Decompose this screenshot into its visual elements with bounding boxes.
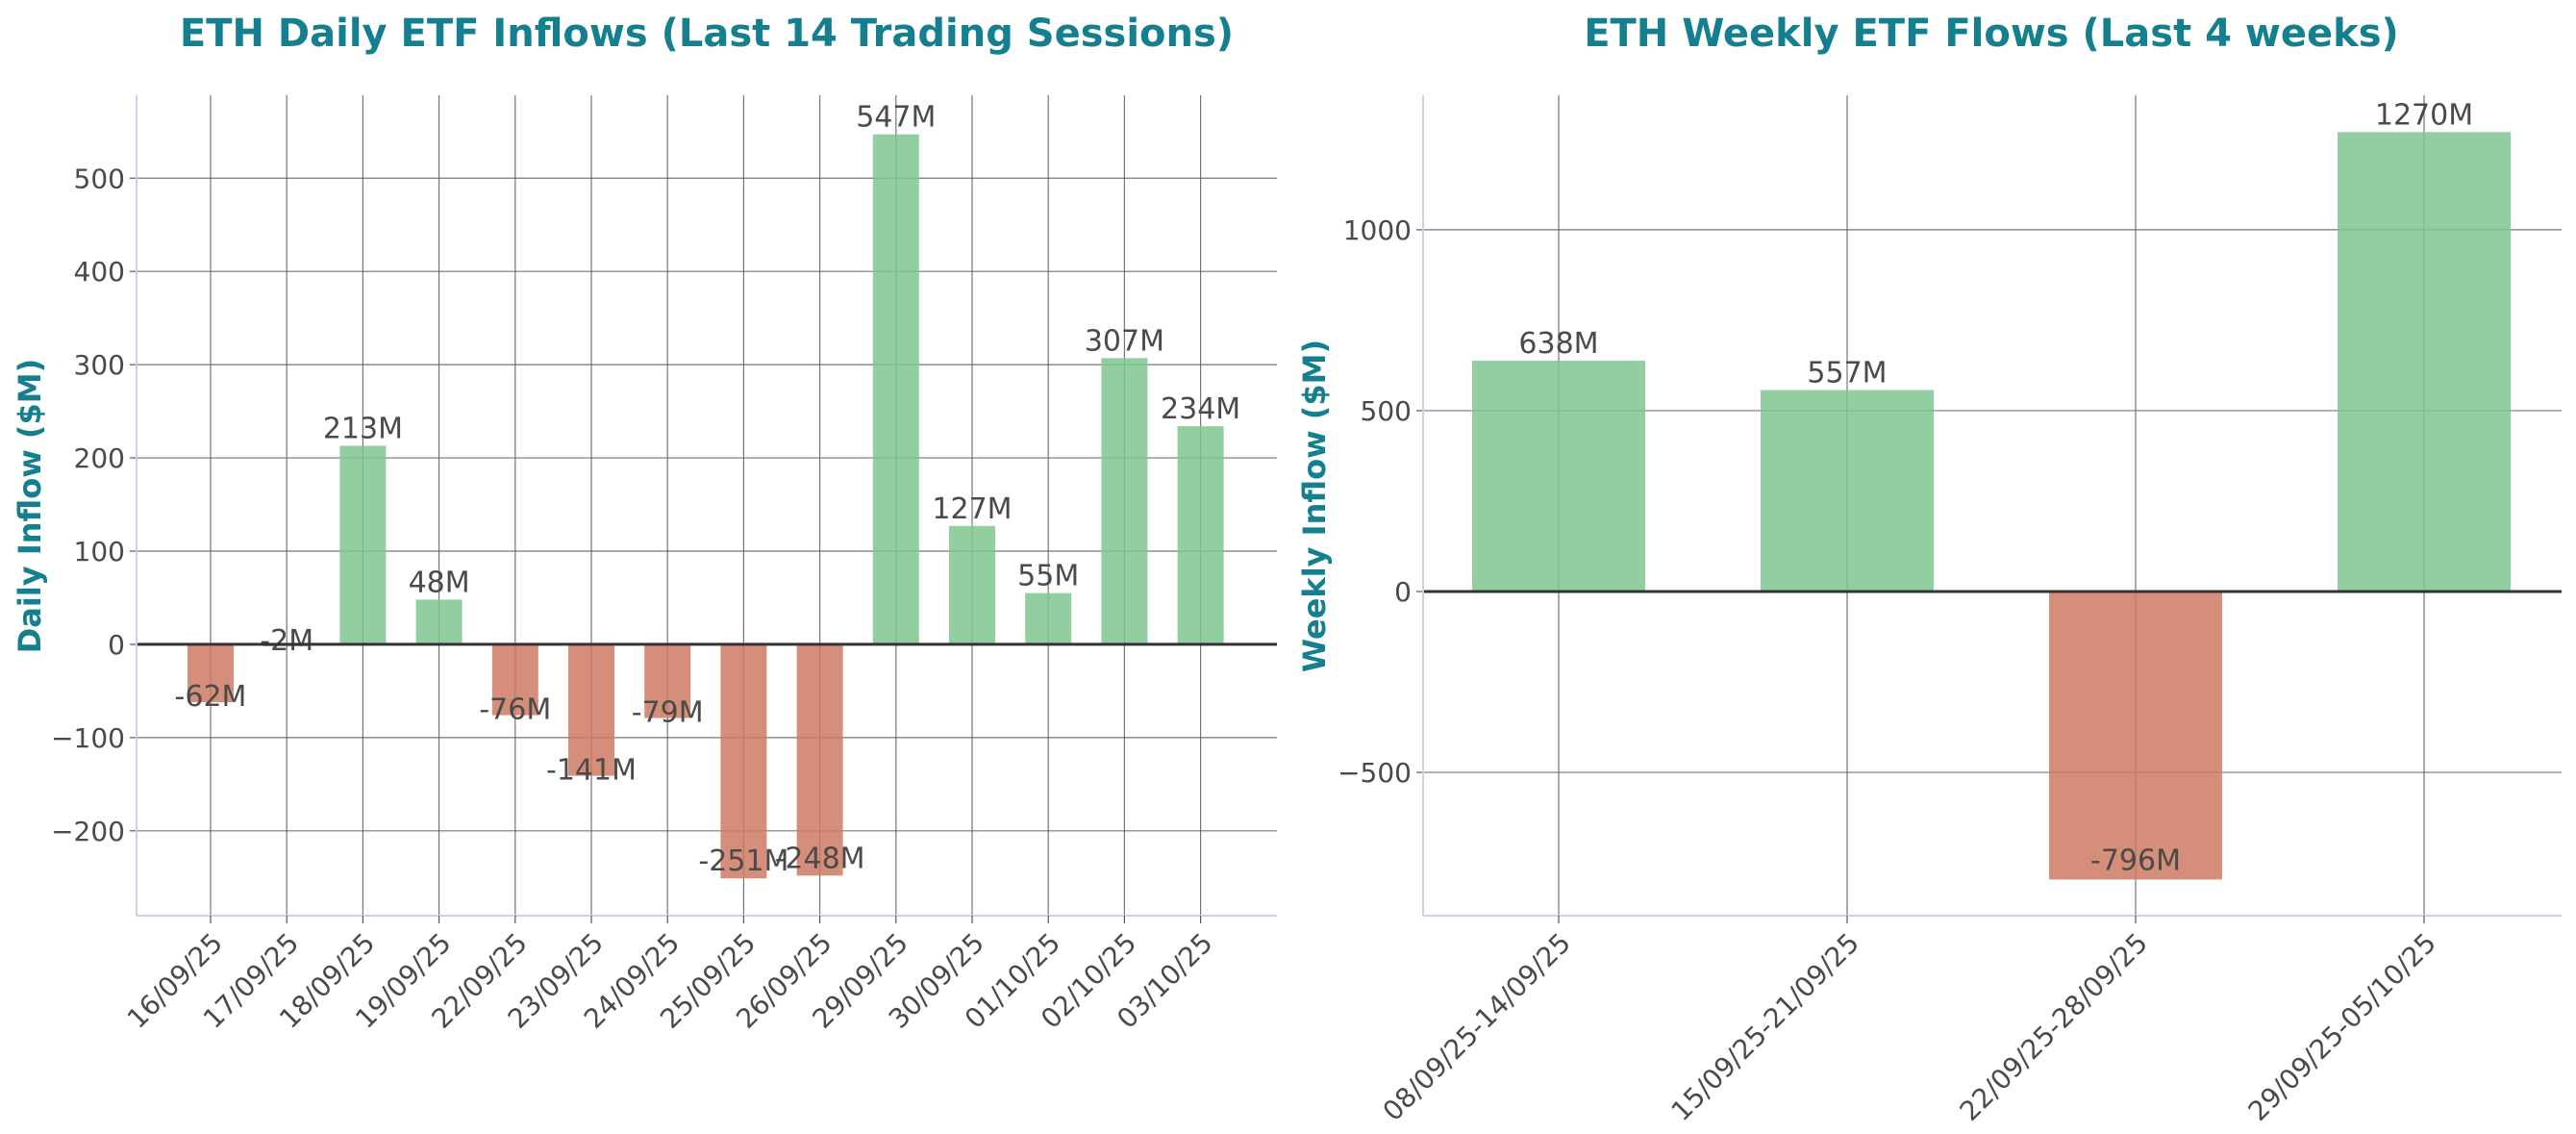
- daily-y-tick-label: 100: [74, 536, 125, 567]
- weekly-x-tick-label: 15/09/25-21/09/25: [1665, 927, 1865, 1127]
- daily-bar: [644, 643, 691, 718]
- weekly-bar: [2338, 132, 2511, 592]
- daily-data-label: -2M: [260, 624, 313, 658]
- weekly-chart: −500 0 500 1000 638M 557M -796M 1270M 08/09/25-1…: [1338, 95, 2562, 1127]
- daily-data-label: 234M: [1161, 392, 1240, 426]
- daily-y-tick-label: 300: [74, 349, 125, 381]
- daily-y-tick-label: 0: [108, 629, 125, 661]
- daily-data-label: -62M: [175, 680, 247, 714]
- daily-data-label: -76M: [479, 693, 551, 727]
- daily-y-tick-label: −200: [51, 816, 125, 847]
- weekly-x-tick-label: 22/09/25-28/09/25: [1954, 927, 2154, 1127]
- daily-y-tick-label: 200: [74, 442, 125, 474]
- daily-data-label: -141M: [546, 754, 637, 788]
- daily-bar: [568, 643, 614, 776]
- daily-y-axis-label: Daily Inflow ($M): [12, 359, 48, 654]
- daily-bar: [1101, 358, 1148, 644]
- weekly-chart-title: ETH Weekly ETF Flows (Last 4 weeks): [1584, 12, 2399, 56]
- daily-bar: [1177, 426, 1224, 644]
- weekly-x-tick-label: 29/09/25-05/10/25: [2242, 927, 2442, 1127]
- daily-data-label: 213M: [323, 412, 403, 445]
- daily-bar: [949, 525, 995, 644]
- weekly-y-axis-label: Weekly Inflow ($M): [1296, 340, 1333, 672]
- daily-bar: [415, 599, 463, 644]
- daily-chart: −200 −100 0 100 200 300 400 500 -62M -2M 213M 48M -7…: [51, 95, 1277, 1035]
- weekly-bar: [1761, 390, 1934, 592]
- daily-data-label: -79M: [632, 696, 704, 730]
- daily-bar: [720, 643, 767, 879]
- weekly-data-label: 638M: [1518, 327, 1598, 361]
- daily-data-label: -248M: [775, 842, 865, 875]
- weekly-y-tick-label: 1000: [1343, 214, 1412, 246]
- daily-bar: [339, 445, 387, 644]
- weekly-data-label: -796M: [2090, 844, 2181, 877]
- daily-data-label: 48M: [409, 566, 470, 599]
- weekly-data-label: 1270M: [2375, 98, 2473, 132]
- weekly-data-label: 557M: [1807, 357, 1887, 391]
- daily-y-tick-label: 400: [74, 256, 125, 288]
- weekly-bar: [1472, 361, 1645, 592]
- daily-bar: [1025, 592, 1072, 644]
- daily-data-label: 307M: [1085, 324, 1164, 358]
- weekly-y-tick-label: 500: [1361, 395, 1412, 427]
- daily-data-label: 547M: [856, 101, 936, 135]
- daily-y-tick-label: 500: [74, 163, 125, 194]
- weekly-x-tick-label: 08/09/25-14/09/25: [1377, 927, 1577, 1127]
- daily-bar: [796, 643, 843, 876]
- daily-chart-title: ETH Daily ETF Inflows (Last 14 Trading S…: [180, 12, 1234, 56]
- daily-data-label: -251M: [698, 844, 788, 878]
- daily-bar: [491, 643, 538, 716]
- daily-bar: [188, 643, 234, 703]
- daily-y-tick-label: −100: [51, 722, 125, 754]
- daily-data-label: 127M: [932, 492, 1012, 526]
- daily-data-label: 55M: [1017, 560, 1079, 593]
- weekly-bar: [2049, 592, 2222, 880]
- daily-bar: [872, 134, 919, 644]
- weekly-y-tick-label: −500: [1338, 757, 1412, 789]
- weekly-y-tick-label: 0: [1394, 576, 1412, 608]
